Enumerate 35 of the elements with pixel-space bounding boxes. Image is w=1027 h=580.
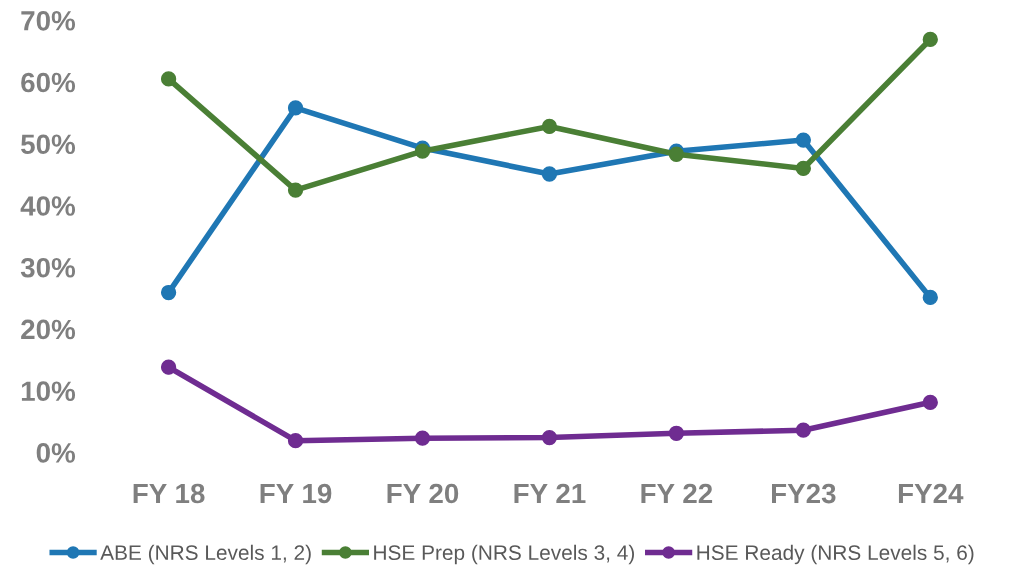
legend-label: HSE Ready (NRS Levels 5, 6) [697,544,974,565]
y-tick-label: 0% [36,443,76,463]
y-tick-label: 10% [21,381,76,402]
point [414,430,431,446]
point [160,284,177,301]
point [922,394,938,411]
point [668,425,685,441]
point [287,100,304,116]
point [541,429,558,446]
legend-label: ABE (NRS Levels 1, 2) [100,544,311,565]
point [160,359,177,375]
x-tick-label: FY24 [898,483,964,504]
x-tick-label: FY 19 [260,483,332,504]
x-tick-label: FY23 [772,483,836,504]
y-tick-label: 30% [20,257,76,278]
point [541,118,558,135]
point [541,166,558,182]
x-tick-label: FY 18 [133,483,205,504]
point [922,289,938,306]
point [922,31,938,48]
y-tick-label: 20% [21,319,76,340]
point [795,422,811,438]
point [795,132,811,148]
legend-label: HSE Prep (NRS Levels 3, 4) [374,544,635,565]
y-tick-label: 40% [20,196,76,216]
point [287,182,304,198]
x-tick-label: FY 20 [387,483,459,504]
point [795,160,811,177]
point [160,71,177,87]
y-tick-label: 60% [21,72,76,93]
point [287,433,304,449]
y-tick-label: 70% [21,10,76,31]
x-tick-label: FY 21 [514,483,586,504]
y-tick-label: 50% [21,134,76,155]
x-tick-label: FY 22 [641,483,713,504]
